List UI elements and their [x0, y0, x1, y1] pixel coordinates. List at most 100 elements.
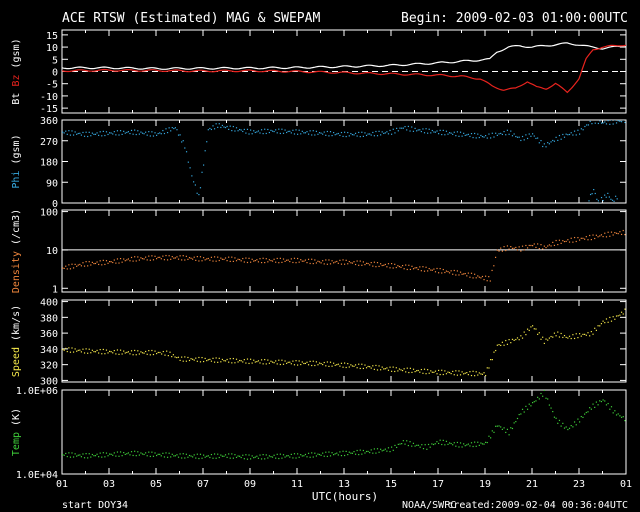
data-point-density-0-179: [342, 259, 344, 261]
data-point-temp-0-316: [565, 426, 567, 428]
data-point-density-0-44: [130, 256, 133, 259]
x-tick-label-2: 05: [150, 479, 162, 490]
data-point-density-0-63: [160, 258, 162, 260]
data-point-temp-0-251: [458, 446, 460, 448]
data-point-temp-0-11: [79, 454, 81, 456]
data-point-phi-0-202: [380, 134, 382, 136]
data-point-phi-0-291: [523, 139, 525, 141]
data-point-speed-0-294: [526, 328, 529, 330]
data-point-speed-0-162: [317, 364, 319, 366]
y-axis-label-speed: Speed (km/s): [11, 305, 22, 377]
data-point-phi-0-28: [105, 131, 108, 133]
data-point-speed-0-79: [187, 356, 189, 359]
data-point-phi-0-213: [397, 130, 399, 132]
data-point-phi-0-285: [513, 133, 515, 135]
data-point-density-0-204: [381, 264, 383, 267]
data-point-density-0-177: [339, 259, 341, 261]
data-point-phi-0-163: [318, 132, 321, 134]
data-point-phi-0-278: [501, 133, 503, 136]
data-point-temp-0-65: [163, 456, 166, 458]
data-point-density-0-15: [85, 261, 87, 263]
data-point-density-0-145: [289, 260, 291, 263]
data-point-temp-0-206: [384, 448, 386, 450]
data-point-temp-0-288: [518, 413, 520, 416]
data-point-phi-0-170: [329, 131, 332, 133]
data-point-density-0-310: [552, 241, 554, 244]
data-point-speed-0-268: [483, 372, 485, 374]
data-point-phi-0-91: [206, 141, 208, 143]
data-point-speed-0-3: [66, 350, 68, 353]
data-point-phi-0-85: [196, 192, 198, 194]
data-point-density-0-96: [212, 260, 214, 262]
data-point-temp-0-4: [68, 452, 70, 454]
data-point-temp-0-328: [585, 411, 587, 414]
data-point-speed-0-158: [311, 364, 313, 367]
data-point-phi-0-251: [458, 135, 460, 137]
data-point-density-0-234: [428, 267, 430, 270]
data-point-phi-0-87: [199, 187, 202, 189]
data-point-density-0-3: [66, 268, 68, 270]
data-point-phi-0-324: [579, 133, 581, 135]
data-point-density-0-221: [408, 264, 410, 266]
data-point-speed-0-128: [264, 358, 266, 361]
data-point-speed-0-149: [297, 364, 299, 366]
data-point-density-0-71: [173, 257, 175, 259]
data-point-temp-0-142: [284, 456, 286, 458]
data-point-phi-0-283: [510, 130, 512, 132]
data-point-density-0-133: [270, 259, 272, 262]
data-point-density-0-190: [359, 260, 361, 262]
data-point-phi-0-329: [587, 124, 590, 126]
data-point-speed-0-112: [239, 359, 241, 362]
data-point-speed-0-261: [472, 370, 474, 372]
data-point-temp-0-90: [203, 454, 205, 456]
data-point-phi-0-193: [365, 134, 368, 137]
data-point-density-0-272: [488, 276, 490, 278]
data-point-speed-0-217: [403, 368, 405, 370]
data-point-temp-0-130: [265, 454, 267, 456]
data-point-temp-0-272: [491, 430, 493, 432]
data-point-phi-0-222: [412, 130, 415, 132]
data-point-phi-0-287: [516, 136, 519, 138]
data-point-speed-0-50: [140, 351, 142, 353]
data-point-density-0-141: [282, 258, 285, 260]
data-point-temp-0-134: [271, 456, 274, 458]
data-point-density-0-293: [523, 249, 525, 251]
data-point-speed-0-86: [198, 356, 200, 359]
data-point-phi-0-187: [356, 135, 358, 137]
data-point-density-0-172: [331, 260, 333, 262]
data-point-speed-0-214: [398, 368, 401, 370]
data-point-density-0-7: [72, 267, 75, 269]
data-point-phi-0-74: [177, 134, 180, 136]
data-point-temp-0-237: [436, 441, 438, 443]
data-point-speed-0-0: [62, 348, 64, 351]
y-axis-label-phi: Phi (gsm): [11, 134, 22, 188]
data-point-speed-0-9: [76, 350, 78, 352]
data-point-speed-0-281: [505, 339, 507, 342]
data-point-density-0-107: [229, 260, 231, 263]
data-point-temp-0-243: [445, 440, 448, 442]
data-point-speed-0-186: [354, 364, 357, 366]
data-point-speed-0-332: [590, 330, 592, 333]
data-point-speed-0-278: [500, 344, 502, 347]
data-point-phi-0-225: [417, 129, 419, 131]
data-point-speed-0-21: [94, 351, 97, 353]
data-point-speed-0-98: [217, 361, 219, 363]
data-point-phi-0-200: [376, 135, 379, 137]
data-point-phi-0-174: [336, 133, 338, 135]
data-point-temp-0-34: [115, 455, 117, 457]
data-point-speed-0-22: [96, 349, 98, 352]
data-point-speed-0-157: [309, 360, 311, 363]
data-point-phi-0-188: [358, 131, 360, 134]
data-point-phi-0-142: [286, 131, 288, 134]
y-axis-label-part-speed-0: Speed: [11, 347, 22, 377]
data-point-density-0-284: [508, 248, 510, 250]
data-point-speed-0-116: [245, 362, 247, 364]
data-point-density-0-275: [493, 265, 495, 267]
data-point-density-0-301: [537, 243, 539, 245]
data-point-phi-0-37: [119, 130, 122, 132]
data-point-density-0-334: [592, 234, 594, 236]
data-point-speed-0-165: [322, 363, 324, 366]
